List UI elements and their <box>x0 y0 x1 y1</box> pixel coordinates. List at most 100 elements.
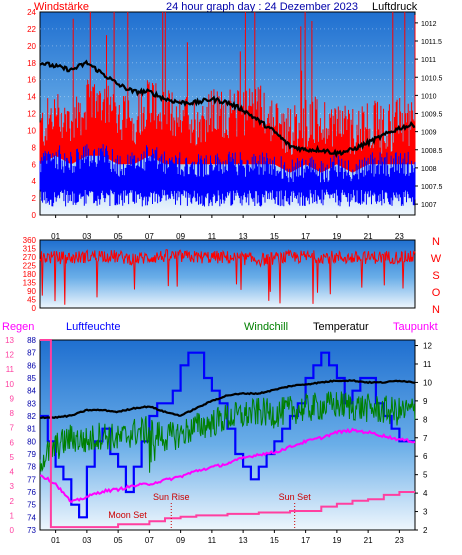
humidity-tick-label: 73 <box>27 526 36 535</box>
pressure-tick-label: 1012 <box>421 21 437 28</box>
rain-tick-label: 3 <box>10 482 15 491</box>
humidity-tick-label: 74 <box>27 513 36 522</box>
wind-x-tick-label: 03 <box>82 232 91 241</box>
pressure-tick-label: 1009 <box>421 130 437 137</box>
rain-tick-label: 10 <box>5 380 14 389</box>
humidity-tick-label: 85 <box>27 374 36 383</box>
humidity-tick-label: 86 <box>27 361 36 370</box>
direction-tick-label: 225 <box>23 262 37 271</box>
wind-x-tick-label: 07 <box>145 232 154 241</box>
humidity-tick-label: 88 <box>27 336 36 345</box>
rain-tick-label: 4 <box>10 468 15 477</box>
wind-direction-series <box>39 249 416 305</box>
climate-x-tick-label: 07 <box>145 536 154 545</box>
compass-label: O <box>432 287 441 299</box>
climate-legend-entry: Taupunkt <box>393 321 438 333</box>
rain-tick-label: 7 <box>10 424 15 433</box>
rain-tick-label: 1 <box>10 511 15 520</box>
climate-legend-entry: Regen <box>2 321 34 333</box>
humidity-tick-label: 79 <box>27 450 36 459</box>
pressure-tick-label: 1007 <box>421 202 437 209</box>
rain-tick-label: 9 <box>10 394 15 403</box>
climate-x-tick-label: 05 <box>114 536 123 545</box>
wind-left-tick-label: 20 <box>27 42 36 51</box>
pressure-tick-label: 1010.5 <box>421 75 443 82</box>
rain-tick-label: 12 <box>5 351 14 360</box>
humidity-tick-label: 77 <box>27 475 36 484</box>
wind-left-tick-label: 4 <box>32 177 37 186</box>
humidity-tick-label: 82 <box>27 412 36 421</box>
annotation-label: Sun Set <box>279 492 312 502</box>
header-center-title: 24 hour graph day : 24 Dezember 2023 <box>166 1 358 13</box>
humidity-tick-label: 81 <box>27 425 36 434</box>
wind-x-tick-label: 11 <box>208 232 217 241</box>
pressure-tick-label: 1008 <box>421 166 437 173</box>
temp-tick-label: 10 <box>423 378 432 387</box>
wind-left-tick-label: 6 <box>32 160 37 169</box>
compass-label: W <box>431 253 442 265</box>
direction-tick-label: 315 <box>23 245 37 254</box>
wind-x-tick-label: 23 <box>395 232 404 241</box>
temp-tick-label: 8 <box>423 415 428 424</box>
rain-tick-label: 0 <box>10 526 15 535</box>
climate-x-tick-label: 13 <box>239 536 248 545</box>
temperature-series <box>40 379 416 420</box>
compass-label: N <box>432 236 440 248</box>
series-lines <box>39 12 416 529</box>
wind-left-tick-label: 22 <box>27 25 36 34</box>
climate-x-tick-label: 01 <box>51 536 60 545</box>
temp-tick-label: 5 <box>423 471 428 480</box>
climate-x-tick-label: 21 <box>364 536 373 545</box>
climate-x-tick-label: 23 <box>395 536 404 545</box>
wind-x-tick-label: 21 <box>364 232 373 241</box>
wind-left-tick-label: 2 <box>32 194 37 203</box>
annotation-label: Sun Rise <box>153 492 190 502</box>
climate-x-tick-label: 15 <box>270 536 279 545</box>
compass-label: N <box>432 304 440 316</box>
wind-x-tick-label: 05 <box>114 232 123 241</box>
pressure-tick-label: 1007.5 <box>421 184 443 191</box>
temp-tick-label: 11 <box>423 360 432 369</box>
direction-tick-label: 270 <box>23 253 37 262</box>
climate-legend-entry: Luftfeuchte <box>66 321 120 333</box>
wind-left-tick-label: 12 <box>27 110 36 119</box>
temp-tick-label: 3 <box>423 508 428 517</box>
direction-tick-label: 90 <box>27 287 36 296</box>
humidity-tick-label: 84 <box>27 387 36 396</box>
rain-tick-label: 6 <box>10 438 15 447</box>
wind-left-tick-label: 14 <box>27 93 36 102</box>
direction-tick-label: 360 <box>23 236 37 245</box>
direction-tick-label: 180 <box>23 270 37 279</box>
climate-x-tick-label: 09 <box>176 536 185 545</box>
windchill-series <box>39 391 416 473</box>
humidity-tick-label: 75 <box>27 501 36 510</box>
climate-x-tick-label: 03 <box>82 536 91 545</box>
direction-tick-label: 135 <box>23 279 37 288</box>
humidity-tick-label: 83 <box>27 399 36 408</box>
rain-tick-label: 13 <box>5 336 14 345</box>
wind-mean-series <box>39 144 416 207</box>
rain-tick-label: 5 <box>10 453 15 462</box>
wind-left-tick-label: 24 <box>27 8 36 17</box>
wind-left-tick-label: 10 <box>27 126 36 135</box>
wind-left-tick-label: 8 <box>32 143 37 152</box>
wind-x-tick-label: 17 <box>301 232 310 241</box>
pressure-tick-label: 1008.5 <box>421 148 443 155</box>
rain-tick-label: 8 <box>10 409 15 418</box>
wind-left-tick-label: 18 <box>27 59 36 68</box>
wind-x-tick-label: 13 <box>239 232 248 241</box>
temp-tick-label: 2 <box>423 526 428 535</box>
pressure-tick-label: 1011 <box>421 57 436 64</box>
pressure-series <box>39 59 416 159</box>
climate-x-tick-label: 11 <box>208 536 217 545</box>
wind-max-series <box>39 12 416 173</box>
wind-x-tick-label: 15 <box>270 232 279 241</box>
humidity-tick-label: 87 <box>27 349 36 358</box>
pressure-tick-label: 1010 <box>421 93 437 100</box>
wind-x-tick-label: 09 <box>176 232 185 241</box>
humidity-tick-label: 76 <box>27 488 36 497</box>
rain-tick-label: 2 <box>10 497 15 506</box>
climate-legend-entry: Windchill <box>244 321 288 333</box>
pressure-tick-label: 1011.5 <box>421 39 442 46</box>
temp-tick-label: 12 <box>423 342 432 351</box>
